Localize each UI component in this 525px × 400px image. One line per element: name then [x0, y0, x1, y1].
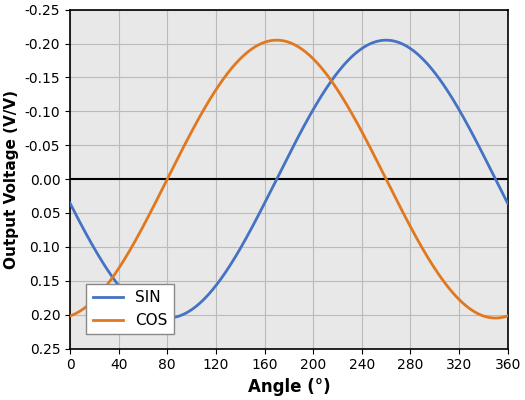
COS	[274, 38, 280, 42]
COS	[505, 314, 511, 318]
SIN	[412, 50, 418, 54]
SIN	[164, 316, 171, 320]
SIN	[268, 187, 275, 192]
Line: COS: COS	[70, 40, 508, 318]
SIN	[492, 176, 499, 181]
COS	[67, 314, 73, 318]
SIN	[280, 164, 286, 169]
X-axis label: Angle (°): Angle (°)	[248, 378, 330, 396]
Legend: SIN, COS: SIN, COS	[87, 284, 174, 334]
COS	[268, 38, 275, 43]
Line: SIN: SIN	[70, 40, 508, 318]
SIN	[383, 38, 390, 42]
Y-axis label: Output Voltage (V/V): Output Voltage (V/V)	[4, 90, 19, 269]
SIN	[505, 201, 511, 206]
COS	[89, 299, 96, 304]
SIN	[89, 243, 96, 248]
SIN	[67, 201, 73, 206]
COS	[492, 316, 498, 320]
COS	[280, 38, 286, 43]
COS	[412, 232, 418, 237]
COS	[492, 316, 498, 320]
SIN	[492, 176, 498, 181]
COS	[492, 316, 499, 320]
